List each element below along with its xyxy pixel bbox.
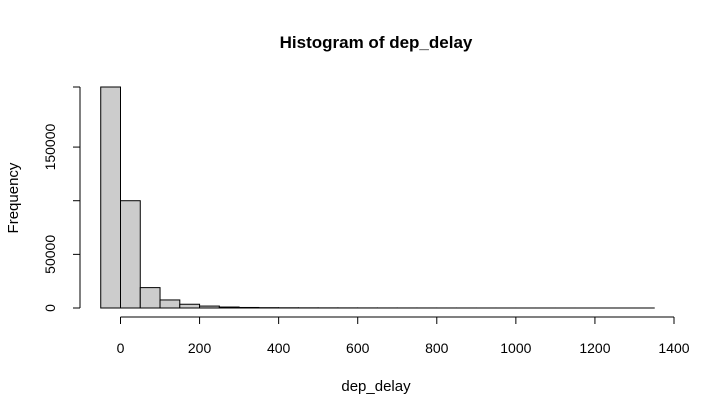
bars-group [100, 86, 655, 309]
x-tick-label: 200 [188, 340, 212, 356]
y-axis-label: Frequency [5, 162, 22, 233]
y-axis: 0 50000 150000 [42, 86, 81, 312]
x-tick-label: 600 [346, 340, 370, 356]
histogram-bar [179, 303, 201, 309]
x-tick-label: 400 [267, 340, 291, 356]
x-axis: 0 200 400 600 800 1000 1200 1400 [117, 316, 690, 356]
chart-title: Histogram of dep_delay [280, 33, 473, 52]
histogram-bar [120, 200, 141, 309]
x-tick-label: 800 [425, 340, 449, 356]
histogram-bar [218, 306, 240, 309]
histogram-bar [199, 305, 220, 309]
histogram-bar [100, 86, 121, 309]
histogram-bar [139, 287, 161, 309]
x-tick-label: 1000 [500, 340, 531, 356]
histogram-bar [159, 299, 181, 309]
histogram-bar [238, 306, 260, 309]
x-axis-label: dep_delay [341, 378, 411, 395]
y-tick-label: 150000 [42, 124, 58, 171]
y-tick-label: 50000 [42, 235, 58, 274]
y-tick-label: 0 [42, 304, 58, 312]
x-tick-label: 1200 [579, 340, 610, 356]
x-tick-label: 1400 [658, 340, 689, 356]
x-tick-label: 0 [117, 340, 125, 356]
